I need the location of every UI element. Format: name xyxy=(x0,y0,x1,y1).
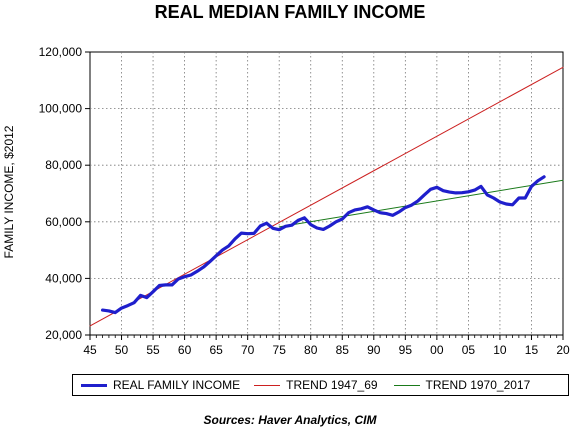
x-tick-label: 80 xyxy=(304,343,318,357)
chart-title: REAL MEDIAN FAMILY INCOME xyxy=(154,2,426,22)
x-tick-label: 10 xyxy=(493,343,507,357)
x-tick-label: 00 xyxy=(430,343,444,357)
y-tick-label: 120,000 xyxy=(39,45,83,59)
x-tick-label: 45 xyxy=(83,343,97,357)
x-tick-label: 90 xyxy=(367,343,381,357)
legend-swatch xyxy=(393,384,420,386)
x-tick-label: 95 xyxy=(399,343,413,357)
y-tick-label: 60,000 xyxy=(45,215,82,229)
legend-entry-real-family-income: REAL FAMILY INCOME xyxy=(81,378,240,392)
series-line-trend-1947-69 xyxy=(89,66,564,327)
y-tick-label: 20,000 xyxy=(45,328,82,342)
legend-entry-trend-1947-69: TREND 1947_69 xyxy=(254,378,378,392)
x-tick-label: 20 xyxy=(556,343,570,357)
series-line-real-family-income xyxy=(100,175,546,315)
legend-entry-trend-1970-2017: TREND 1970_2017 xyxy=(393,378,531,392)
legend-label: TREND 1947_69 xyxy=(286,378,378,392)
x-tick-label: 55 xyxy=(146,343,160,357)
y-axis-title: FAMILY INCOME, $2012 xyxy=(2,125,16,258)
legend-label: REAL FAMILY INCOME xyxy=(113,378,241,392)
x-tick-label: 15 xyxy=(525,343,539,357)
y-tick-label: 100,000 xyxy=(39,102,83,116)
x-tick-label: 75 xyxy=(273,343,287,357)
x-tick-label: 60 xyxy=(178,343,192,357)
source-note: Sources: Haver Analytics, CIM xyxy=(203,413,377,427)
y-tick-label: 40,000 xyxy=(45,271,82,285)
legend-swatch xyxy=(254,384,281,386)
legend-label: TREND 1970_2017 xyxy=(425,378,531,392)
x-tick-label: 50 xyxy=(115,343,129,357)
x-tick-label: 65 xyxy=(209,343,223,357)
x-tick-label: 85 xyxy=(336,343,350,357)
legend-swatch xyxy=(81,383,107,387)
x-tick-label: 70 xyxy=(241,343,255,357)
plot-area xyxy=(89,51,564,336)
y-tick-label: 80,000 xyxy=(45,158,82,172)
x-tick-label: 05 xyxy=(462,343,476,357)
series-line-trend-1970-2017 xyxy=(278,179,564,228)
chart-legend: REAL FAMILY INCOME TREND 1947_69 TREND 197… xyxy=(72,374,569,396)
